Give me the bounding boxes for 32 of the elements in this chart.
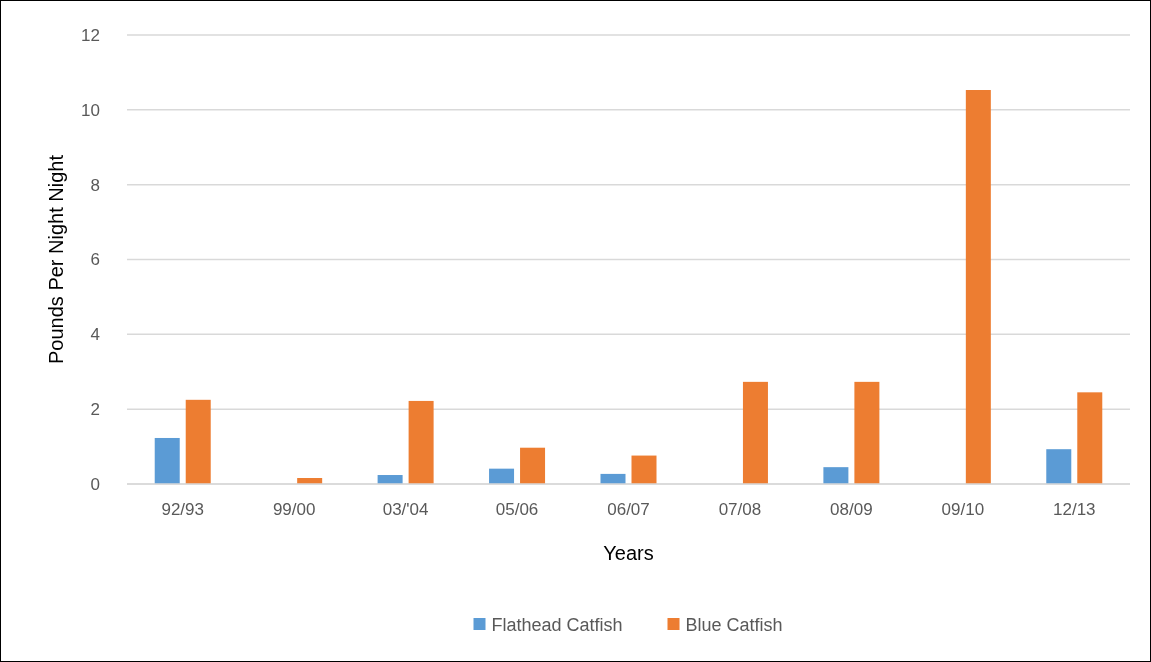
y-tick-label: 6 (90, 250, 100, 270)
x-axis-title: Years (603, 542, 654, 564)
bar (520, 447, 546, 484)
y-tick-label: 10 (81, 100, 100, 120)
bar (631, 455, 657, 484)
bar (489, 468, 515, 484)
y-axis-title: Pounds Per Night Night (45, 154, 67, 365)
legend-label: Flathead Catfish (491, 615, 623, 636)
legend-label: Blue Catfish (685, 615, 783, 636)
bar (742, 381, 768, 484)
bar (154, 437, 180, 484)
y-tick-label: 4 (90, 325, 100, 345)
bar (823, 467, 849, 484)
x-tick-label: 99/00 (272, 500, 316, 519)
x-tick-label: 92/93 (161, 500, 204, 519)
x-tick-label: 07/08 (718, 500, 762, 519)
y-tick-label: 12 (81, 25, 100, 45)
bar (965, 90, 991, 484)
bar (1046, 449, 1072, 484)
x-tick-label: 06/07 (607, 500, 650, 519)
bar (1077, 392, 1103, 484)
y-tick-label: 2 (90, 400, 100, 420)
y-tick-label: 0 (90, 474, 100, 494)
y-tick-label: 8 (90, 175, 100, 195)
x-tick-label: 05/06 (495, 500, 539, 519)
x-tick-label: 09/10 (941, 500, 985, 519)
x-tick-label: 12/13 (1053, 500, 1096, 519)
bar (185, 399, 211, 484)
bar (408, 400, 434, 484)
bar (854, 381, 880, 484)
x-tick-label: 03/'04 (382, 500, 429, 519)
x-tick-label: 08/09 (830, 500, 873, 519)
